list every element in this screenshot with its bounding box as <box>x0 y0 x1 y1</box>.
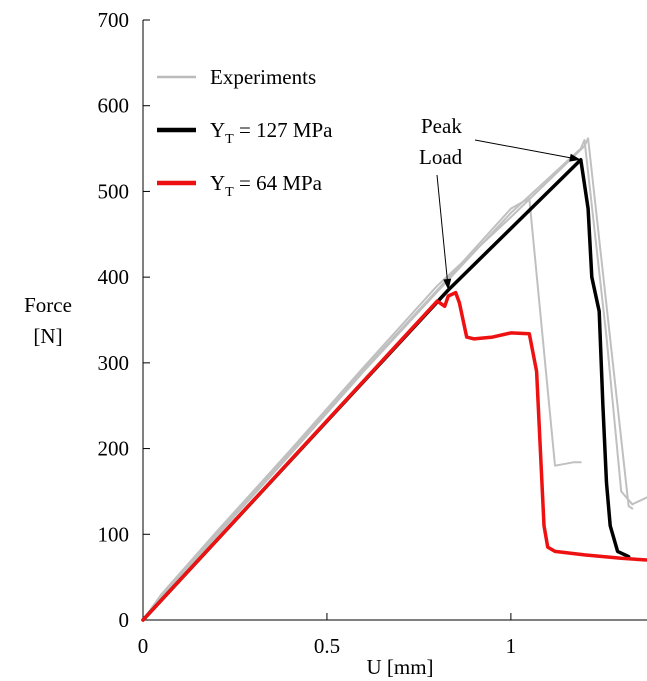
y-axis-title-line1: Force <box>24 293 72 317</box>
y-tick-label: 400 <box>98 265 130 289</box>
y-tick-label: 100 <box>98 522 130 546</box>
annotation-text-line2: Load <box>419 145 463 169</box>
series-group <box>141 137 647 622</box>
annotation-arrow-line <box>474 139 581 161</box>
axes: 0 100 200 300 400 500 600 700 0 0.5 1 <box>98 8 647 658</box>
series-line-0 <box>142 197 582 621</box>
annotation-text-line1: Peak <box>421 114 462 138</box>
series-line-4 <box>141 290 647 622</box>
annotation-arrowhead <box>443 278 452 290</box>
y-tick-label: 0 <box>119 608 130 632</box>
series-line-1 <box>142 137 634 621</box>
y-tick-label: 500 <box>98 179 130 203</box>
y-tick-label: 300 <box>98 351 130 375</box>
series-line-3 <box>141 157 631 622</box>
legend: Experiments YT = 127 MPa YT = 64 MPa <box>157 65 333 200</box>
legend-label: YT = 127 MPa <box>210 118 333 147</box>
annotation-arrow-line <box>436 174 449 291</box>
x-axis-title: U [mm] <box>366 655 433 679</box>
x-tick-label: 1 <box>506 634 517 658</box>
annotation-group <box>436 139 581 291</box>
legend-label: Experiments <box>210 65 316 89</box>
y-axis-title-line2: [N] <box>33 324 62 348</box>
x-tick-label: 0 <box>138 634 149 658</box>
x-tick-label: 0.5 <box>314 634 340 658</box>
y-tick-label: 600 <box>98 94 130 118</box>
y-tick-label: 700 <box>98 8 130 32</box>
legend-label: YT = 64 MPa <box>210 171 323 200</box>
annotation-arrowhead <box>569 153 581 162</box>
series-line-2 <box>142 139 647 621</box>
y-tick-label: 200 <box>98 437 130 461</box>
